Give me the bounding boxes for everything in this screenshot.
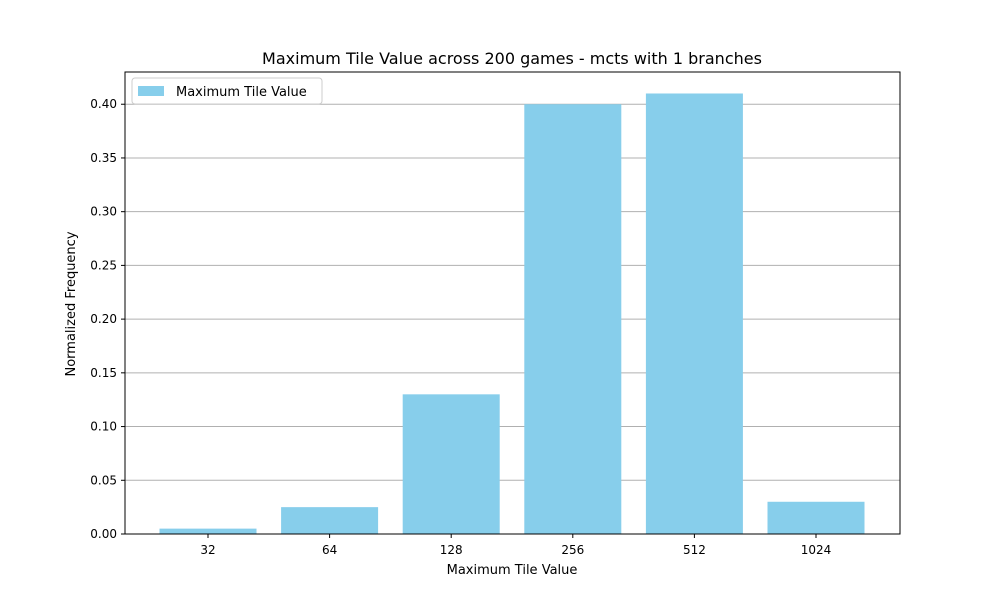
x-tick-label: 128	[440, 543, 463, 557]
legend-box	[131, 77, 323, 105]
y-axis-ticks: 0.00 0.05 0.10 0.15 0.20 0.25 0.30 0.35 0.40	[90, 97, 125, 541]
y-tick-label: 0.20	[90, 312, 117, 326]
legend-label: Maximum Tile Value	[176, 85, 307, 100]
gridlines	[125, 103, 900, 535]
y-tick-label: 0.25	[90, 258, 117, 272]
y-tick-label: 0.10	[90, 420, 117, 434]
legend-swatch	[138, 86, 164, 96]
y-tick-label: 0.40	[90, 97, 117, 111]
y-tick-label: 0.35	[90, 151, 117, 165]
bars	[159, 93, 865, 535]
bar-512	[645, 93, 743, 534]
x-tick-label: 64	[322, 543, 337, 557]
y-tick-label: 0.30	[90, 205, 117, 219]
y-tick-label: 0.05	[90, 473, 117, 487]
bar-256	[524, 104, 622, 535]
y-tick-label: 0.00	[90, 527, 117, 541]
y-tick-label: 0.15	[90, 366, 117, 380]
plot-frame	[124, 71, 901, 535]
x-axis-label: Maximum Tile Value	[447, 563, 578, 578]
bar-32	[159, 528, 257, 534]
x-tick-label: 256	[561, 543, 584, 557]
x-tick-label: 1024	[801, 543, 832, 557]
x-tick-label: 512	[683, 543, 706, 557]
bar-1024	[767, 501, 865, 534]
x-axis-ticks: 32 64 128 256 512 1024	[200, 534, 831, 557]
chart-title: Maximum Tile Value across 200 games - mc…	[262, 49, 762, 68]
bar-128	[402, 394, 500, 534]
legend: Maximum Tile Value	[131, 77, 323, 105]
x-tick-label: 32	[200, 543, 215, 557]
y-axis-label: Normalized Frequency	[64, 231, 79, 376]
bar-64	[281, 507, 379, 534]
